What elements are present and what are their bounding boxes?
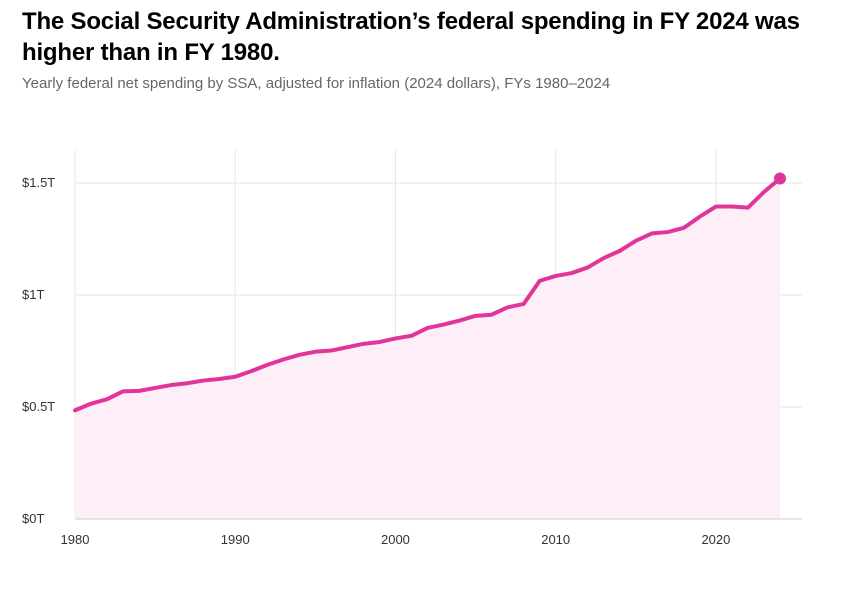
line-layer (73, 172, 786, 413)
y-tick-label: $1T (22, 287, 44, 302)
x-tick-labels: 1980 1990 2000 2010 2020 (61, 532, 731, 547)
chart-subtitle: Yearly federal net spending by SSA, adju… (22, 75, 611, 92)
x-tick-label: 1980 (61, 532, 90, 547)
y-tick-label: $0.5T (22, 399, 55, 414)
y-tick-label: $1.5T (22, 175, 55, 190)
series-area (75, 178, 780, 519)
x-tick-label: 1990 (221, 532, 250, 547)
area-layer (75, 178, 780, 519)
y-tick-label: $0T (22, 511, 44, 526)
x-tick-label: 2020 (701, 532, 730, 547)
y-tick-labels: $0T $0.5T $1T $1.5T (22, 175, 55, 526)
x-tick-label: 2000 (381, 532, 410, 547)
series-line (73, 176, 782, 413)
x-tick-label: 2010 (541, 532, 570, 547)
last-point-marker (774, 172, 786, 185)
chart-title: The Social Security Administration’s fed… (22, 8, 800, 66)
